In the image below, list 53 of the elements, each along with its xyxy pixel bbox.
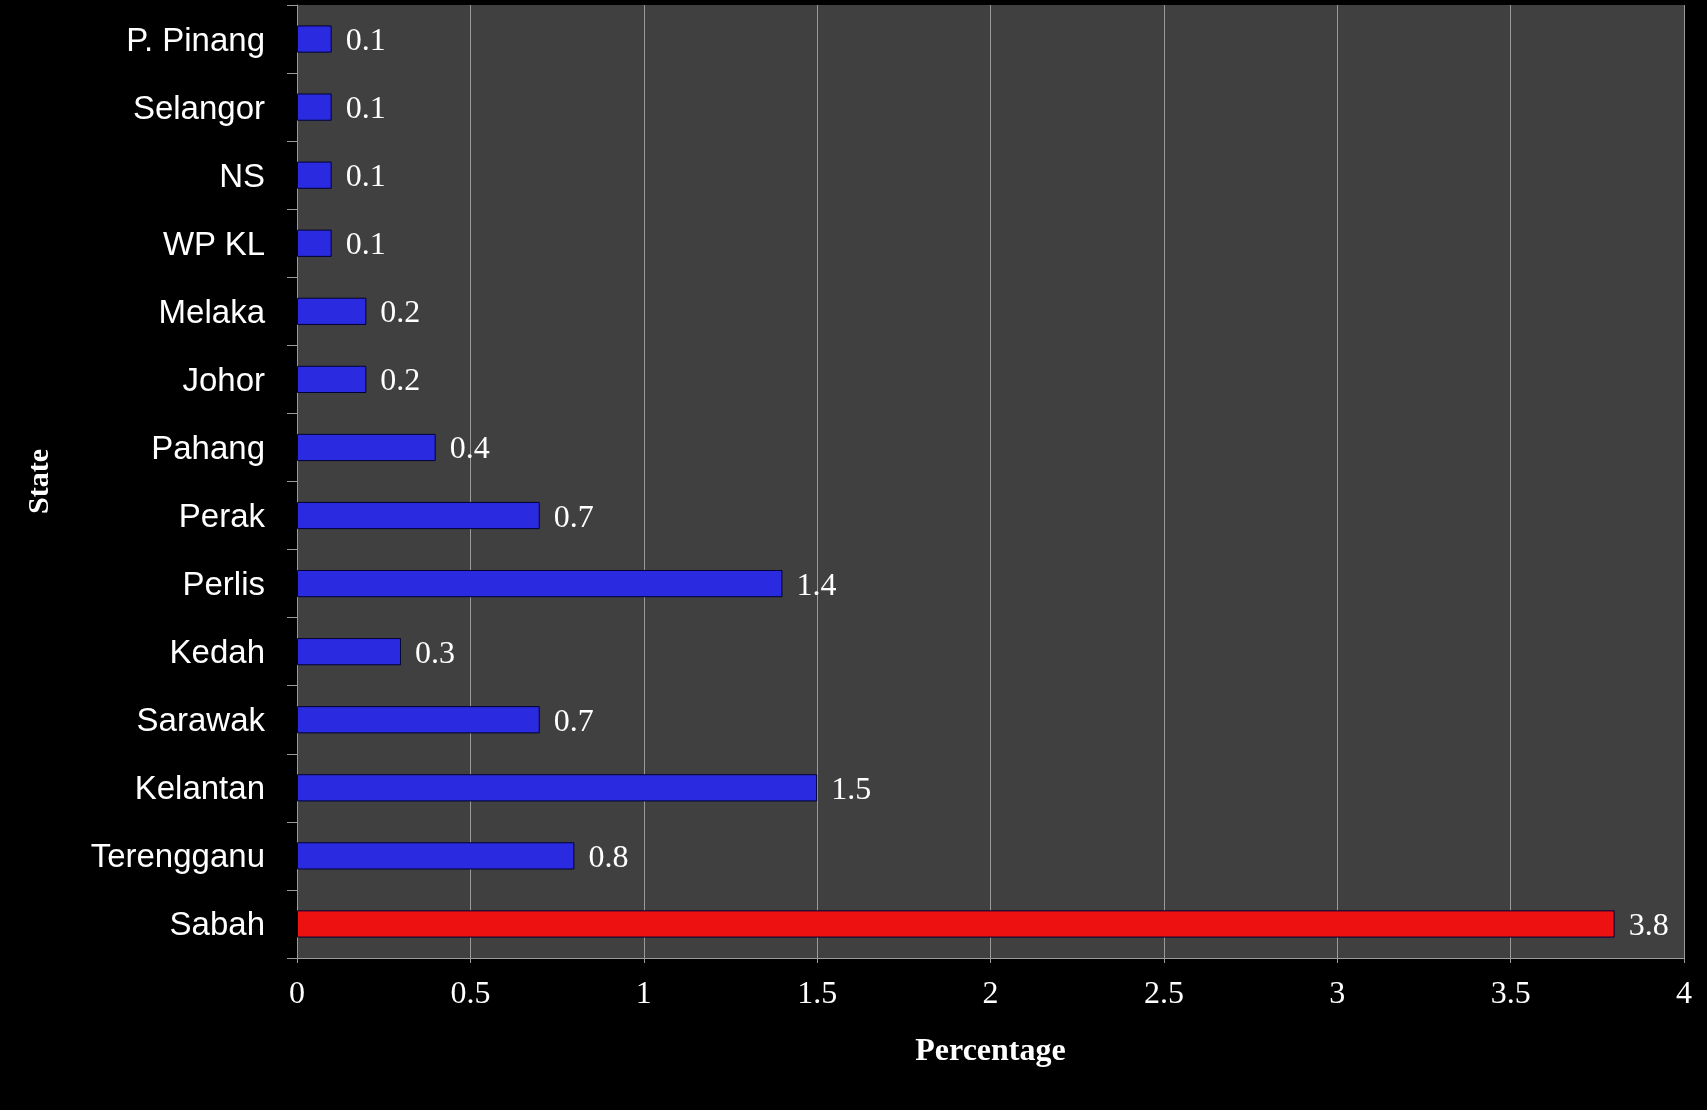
- bar: [297, 229, 332, 257]
- data-label: 0.1: [345, 157, 386, 194]
- bar: [297, 706, 540, 734]
- bar: [297, 93, 332, 121]
- y-tick-label: Pahang: [151, 428, 265, 466]
- bar: [297, 365, 367, 394]
- x-tick-label: 0: [289, 974, 305, 1010]
- bar: [297, 910, 1615, 938]
- x-tick-label: 1: [635, 974, 652, 1010]
- bar: [297, 297, 367, 325]
- data-label: 0.7: [553, 701, 594, 738]
- data-label: 0.1: [345, 21, 386, 58]
- data-label: 0.1: [345, 225, 386, 262]
- y-tick-label: Terengganu: [90, 837, 265, 875]
- data-label: 3.8: [1628, 905, 1669, 942]
- data-label: 0.2: [380, 361, 421, 398]
- y-tick-label: Melaka: [158, 292, 266, 330]
- y-tick-label: WP KL: [162, 224, 265, 262]
- x-tick-label: 2: [982, 974, 999, 1010]
- data-label: 0.3: [415, 633, 456, 670]
- x-tick-label: 2.5: [1143, 974, 1184, 1010]
- data-label: 0.2: [380, 293, 421, 330]
- x-tick-label: 4: [1676, 974, 1692, 1010]
- y-tick-label: Selangor: [132, 88, 265, 126]
- y-tick-label: Sarawak: [136, 701, 266, 739]
- bar: [297, 433, 436, 462]
- x-tick-label: 3.5: [1490, 974, 1531, 1010]
- data-label: 0.4: [449, 429, 490, 466]
- bar: [297, 774, 818, 802]
- data-label: 0.8: [588, 837, 629, 874]
- bar: [297, 25, 332, 53]
- bar: [297, 161, 332, 189]
- y-tick-label: P. Pinang: [126, 20, 265, 58]
- x-tick-label: 1.5: [797, 974, 838, 1010]
- y-tick-label: Perlis: [182, 565, 265, 603]
- y-tick-label: Kelantan: [134, 769, 265, 807]
- data-label: 1.4: [796, 565, 837, 602]
- y-tick-label: Sabah: [169, 905, 265, 943]
- y-tick-label: Perak: [178, 497, 266, 535]
- data-label: 1.5: [831, 769, 872, 806]
- x-axis-title: Percentage: [915, 1031, 1066, 1067]
- data-label: 0.1: [345, 89, 386, 126]
- data-label: 0.7: [553, 497, 594, 534]
- bar: [297, 501, 540, 530]
- y-tick-label: Kedah: [169, 633, 265, 671]
- bar: [297, 569, 783, 598]
- x-tick-label: 0.5: [450, 974, 491, 1010]
- bar: [297, 638, 402, 666]
- bar: [297, 842, 575, 870]
- y-tick-label: Johor: [182, 360, 265, 398]
- y-axis-title: State: [20, 449, 54, 514]
- x-tick-label: 3: [1329, 974, 1346, 1010]
- y-tick-label: NS: [219, 156, 265, 194]
